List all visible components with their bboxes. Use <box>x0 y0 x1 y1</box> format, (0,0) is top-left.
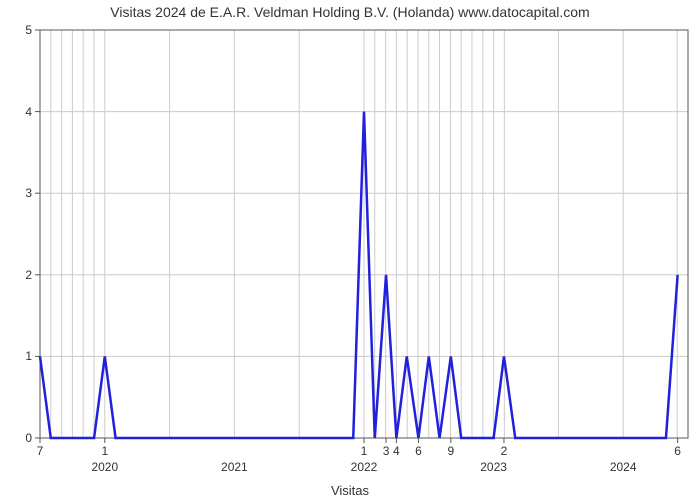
chart-svg <box>0 0 700 500</box>
chart-container: Visitas 2024 de E.A.R. Veldman Holding B… <box>0 0 700 500</box>
x-axis-title: Visitas <box>0 483 700 498</box>
